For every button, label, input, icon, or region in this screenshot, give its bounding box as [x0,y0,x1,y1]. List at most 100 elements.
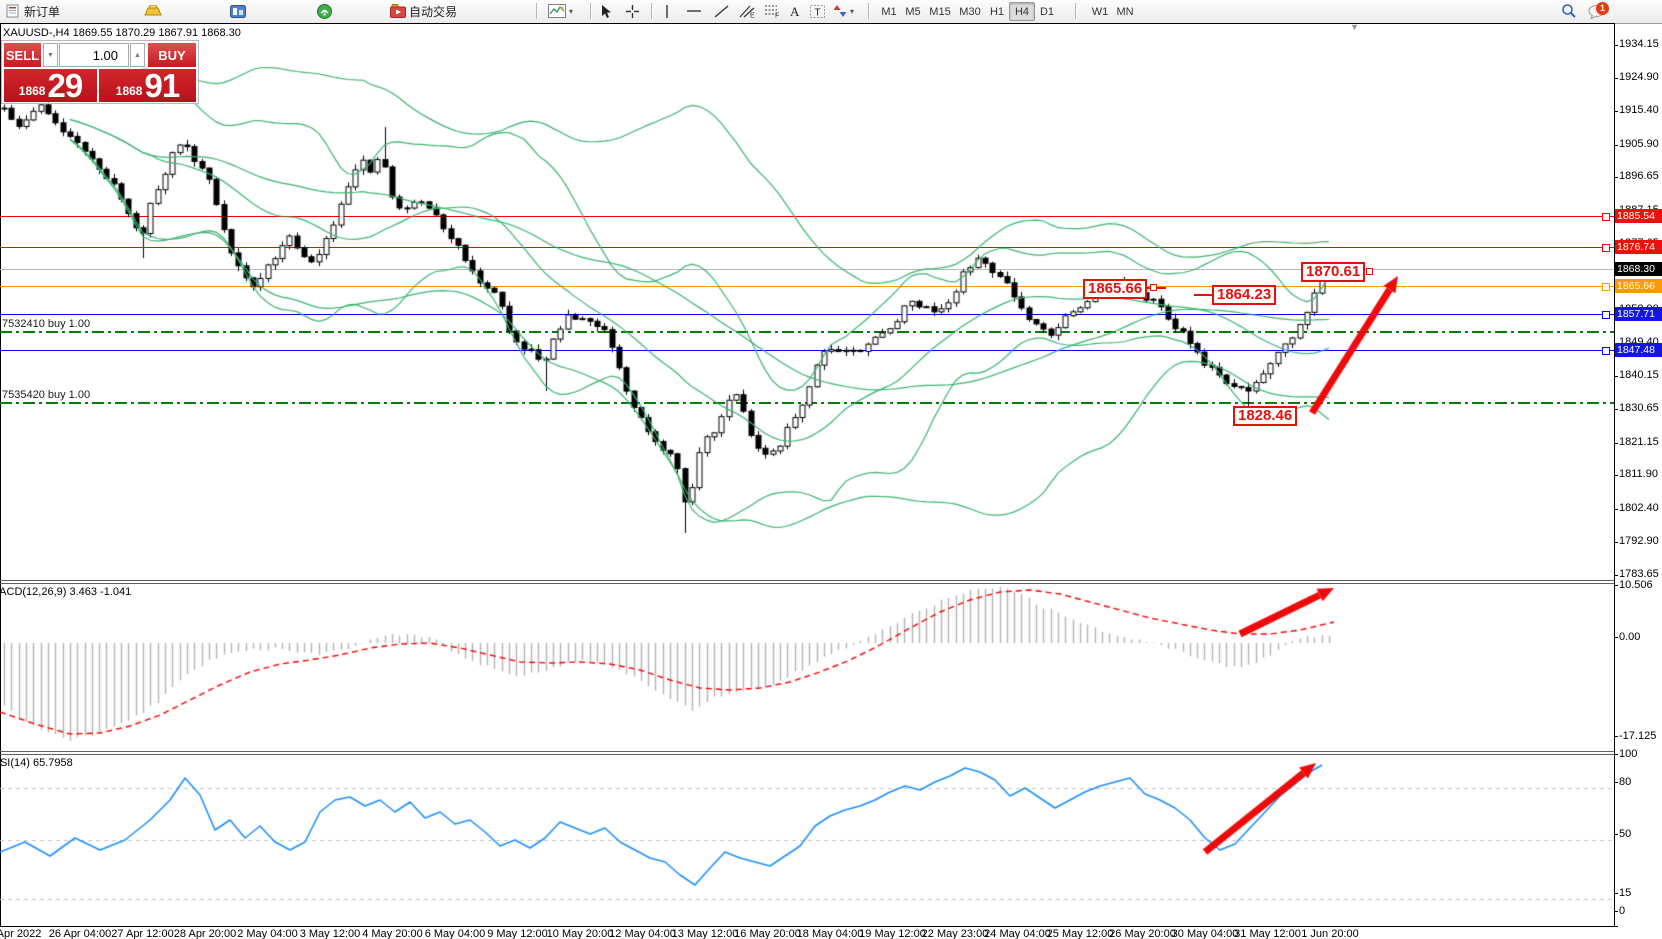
toolbar-separator [536,3,538,19]
macd-panel-canvas[interactable] [0,584,1614,750]
axis-tick-label: 1821.15 [1619,436,1659,448]
axis-tick [1614,834,1618,835]
timeframe-button-m15[interactable]: M15 [929,5,951,18]
ask-price-big: 91 [144,67,180,104]
fibonacci-icon[interactable]: F [760,1,785,21]
axis-tick [1614,893,1618,894]
time-axis-label: 18 May 04:00 [796,928,864,939]
rsi-scale-label: 80 [1619,776,1632,788]
main-chart-canvas[interactable] [0,23,1614,580]
navigator-icon[interactable] [313,1,353,21]
search-icon[interactable] [1557,1,1581,21]
time-axis-label: 4 May 20:00 [362,928,423,939]
time-axis-label: 12 May 04:00 [609,928,676,939]
axis-tick [1614,575,1618,576]
timeframe-button-w1[interactable]: W1 [1091,5,1109,18]
market-watch-icon[interactable] [140,1,180,21]
axis-tick [1614,409,1618,410]
text-label-icon[interactable]: T [806,1,829,21]
axis-tick-label: 1792.90 [1619,535,1659,547]
time-axis-label: 26 Apr 04:00 [48,928,112,939]
one-click-trading-widget: SELL ▼ ▲ BUY 1868 29 1868 91 [1,40,199,104]
chat-icon: 1 [1588,1,1609,19]
label-t-icon: T [810,4,825,18]
timeframe-button-mn[interactable]: MN [1116,5,1134,18]
price-annotation[interactable]: 1828.46 [1233,406,1298,426]
axis-tick [1614,509,1618,510]
timeframe-button-h4[interactable]: H4 [1009,2,1035,21]
trendline-icon[interactable] [710,1,734,21]
bid-price-button[interactable]: 1868 29 [4,69,97,102]
time-axis-label: 10 May 20:00 [546,928,614,939]
svg-text:E: E [750,13,755,19]
timeframe-button-m30[interactable]: M30 [959,5,981,18]
axis-price-label: 1847.48 [1615,343,1662,357]
price-annotation[interactable]: 1870.61 [1301,262,1366,282]
trendline-icon [714,4,729,18]
level-marker [1602,283,1610,291]
sell-button[interactable]: SELL [4,43,41,67]
time-axis-label: 13 May 12:00 [671,928,739,939]
chevron-down-icon: ▾ [569,6,574,16]
horizontal-line-icon[interactable] [682,1,708,21]
time-axis-label: 27 Apr 12:00 [111,928,174,939]
new-order-label: 新订单 [24,4,61,19]
axis-tick [1614,45,1618,46]
axis-tick [1614,754,1618,755]
text-icon[interactable]: A [785,1,805,21]
cursor-icon[interactable] [596,1,620,21]
gold-icon [144,5,162,17]
hline-icon [686,6,702,16]
timeframe-button-d1[interactable]: D1 [1039,5,1055,18]
templates-icon[interactable]: ▾ [544,1,586,21]
toolbar-separator [1075,3,1077,19]
equidistant-channel-icon[interactable]: E [735,1,760,21]
ask-price-button[interactable]: 1868 91 [99,69,196,102]
search-icon [1561,3,1577,19]
template-icon [548,4,566,18]
axis-tick [1614,78,1618,79]
volume-input[interactable] [59,43,129,67]
axis-tick-label: 1830.65 [1619,402,1659,414]
time-axis-label: 16 May 20:00 [734,928,801,939]
price-annotation[interactable]: 1865.66 [1083,279,1148,299]
timeframe-button-m1[interactable]: M1 [881,5,897,18]
chat-icon[interactable]: 1 [1584,1,1614,21]
autotrading-button[interactable]: 自动交易 [386,1,528,21]
notification-badge: 1 [1596,1,1609,15]
volume-increase-button[interactable]: ▲ [130,43,145,67]
axis-tick-label: 1840.15 [1619,369,1659,381]
crosshair-icon[interactable] [621,1,647,21]
ask-price-small: 1868 [115,84,143,98]
price-annotation[interactable]: 1864.23 [1212,285,1277,305]
separator-macd-rsi[interactable] [0,751,1614,752]
axis-tick [1614,475,1618,476]
volume-decrease-button[interactable]: ▼ [43,43,58,67]
time-axis-label: 22 May 23:00 [921,928,989,939]
quotes-icon [230,4,246,18]
rsi-panel-canvas[interactable] [0,755,1614,925]
annotation-marker [1366,268,1373,275]
axis-price-label: 1865.66 [1615,279,1662,293]
timeframe-button-h1[interactable]: H1 [989,5,1005,18]
arrows-icon[interactable]: ▾ [829,1,863,21]
separator-main-macd[interactable] [0,580,1614,581]
level-marker [1602,244,1610,252]
rsi-scale-label: 100 [1619,748,1638,760]
cursor-icon [600,4,612,19]
time-axis-label: 1 Jun 20:00 [1301,928,1359,939]
level-marker [1602,347,1610,355]
timeframe-button-m5[interactable]: M5 [905,5,921,18]
data-window-icon[interactable] [226,1,266,21]
axis-tick [1614,111,1618,112]
time-axis-label: 3 May 12:00 [299,928,361,939]
axis-tick-label: 1896.65 [1619,170,1659,182]
vertical-line-icon[interactable] [658,1,680,21]
chevron-down-icon[interactable]: ▼ [1350,22,1359,32]
axis-tick-label: 1924.90 [1619,71,1659,83]
buy-button[interactable]: BUY [148,43,196,67]
autotrade-icon [390,4,406,18]
new-order-button[interactable]: 新订单 [2,1,108,21]
level-marker [1602,311,1610,319]
toolbar: 新订单 自动交易 ▾ E F A T ▾ M1 M5 M15 M30 H1 H4 D1 W1 MN 1 [0,0,1662,24]
